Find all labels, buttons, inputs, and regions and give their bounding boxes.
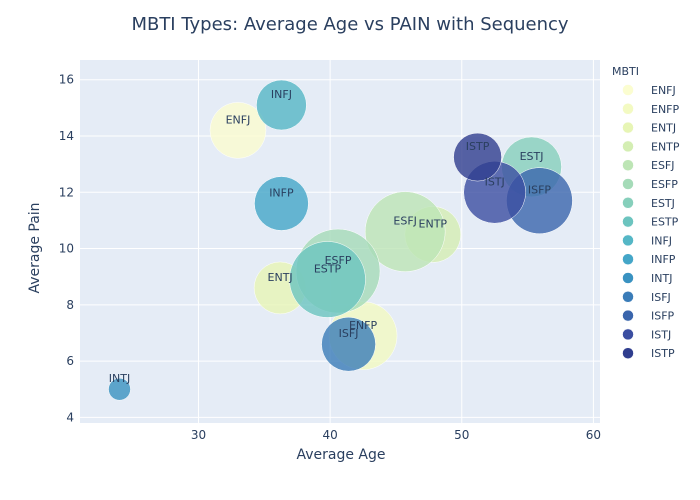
bubble-label-enfj: ENFJ (226, 113, 251, 126)
legend-item-entp[interactable]: ENTP (622, 140, 680, 153)
legend-label: ESFJ (651, 159, 675, 172)
legend-marker (622, 159, 634, 171)
y-tick-label: 16 (59, 73, 74, 87)
bubble-label-esfp: ESFP (325, 254, 352, 267)
y-tick-label: 14 (59, 129, 74, 143)
legend-marker (622, 234, 634, 247)
bubble-label-estj: ESTJ (520, 150, 544, 163)
bubble-label-infp: INFP (269, 187, 294, 200)
x-axis-title: Average Age (296, 447, 385, 463)
legend-marker (622, 84, 634, 96)
legend-item-esfj[interactable]: ESFJ (622, 159, 675, 172)
legend-label: ENTP (651, 140, 680, 153)
legend-label: INFP (651, 253, 676, 266)
legend-item-istp[interactable]: ISTP (622, 347, 675, 360)
legend-item-estj[interactable]: ESTJ (622, 197, 675, 210)
legend-label: ESTJ (651, 197, 675, 210)
bubble-label-intj: INTJ (109, 372, 130, 385)
legend-item-enfj[interactable]: ENFJ (622, 84, 676, 97)
bubble-label-entj: ENTJ (268, 271, 293, 284)
bubble-label-isfp: ISFP (528, 184, 552, 197)
legend-marker (622, 272, 634, 284)
legend-item-entj[interactable]: ENTJ (622, 121, 677, 135)
legend-title: MBTI (612, 65, 639, 78)
bubble-esfj[interactable] (364, 191, 446, 272)
y-axis-title: Average Pain (27, 202, 43, 293)
bubble-infp[interactable] (254, 176, 309, 231)
legend-marker (622, 309, 634, 322)
legend-label: ESTP (651, 216, 679, 229)
legend-label: INFJ (651, 234, 672, 247)
legend-item-esfp[interactable]: ESFP (622, 178, 679, 191)
y-tick-label: 4 (66, 410, 74, 424)
bubble-label-enfp: ENFP (349, 319, 378, 332)
legend-label: ESFP (651, 178, 678, 191)
legend-item-isfj[interactable]: ISFJ (622, 291, 671, 304)
legend-label: ISTJ (651, 328, 671, 341)
legend-item-intj[interactable]: INTJ (622, 272, 673, 285)
x-tick-label: 30 (191, 428, 206, 442)
legend-marker (622, 197, 634, 209)
legend-marker (622, 253, 634, 265)
bubble-estp[interactable] (289, 241, 366, 318)
bubble-infj[interactable] (256, 79, 307, 131)
legend-item-infp[interactable]: INFP (622, 253, 676, 266)
bubble-label-estp: ESTP (314, 262, 342, 275)
bubble-isfj[interactable] (321, 316, 376, 372)
legend-label: ISFP (651, 310, 675, 323)
legend-item-isfp[interactable]: ISFP (622, 309, 675, 323)
bubble-label-entp: ENTP (419, 217, 448, 230)
legend-label: INTJ (651, 272, 672, 285)
bubble-enfj[interactable] (209, 102, 267, 159)
y-tick-label: 8 (66, 298, 74, 312)
legend-item-enfp[interactable]: ENFP (622, 103, 680, 116)
x-tick-label: 50 (454, 428, 469, 442)
bubble-label-isfj: ISFJ (339, 327, 359, 340)
bubble-label-istp: ISTP (466, 140, 490, 153)
y-tick-label: 6 (66, 354, 74, 368)
bubble-label-istj: ISTJ (485, 175, 505, 188)
legend-marker (622, 103, 634, 115)
y-axis-ticks: 4 6 8 10 12 14 16 (59, 73, 74, 425)
legend-label: ISFJ (651, 291, 671, 304)
bubble-label-infj: INFJ (271, 88, 292, 101)
chart-title: MBTI Types: Average Age vs PAIN with Seq… (131, 14, 568, 35)
legend-marker (622, 328, 634, 341)
x-tick-label: 40 (322, 428, 337, 442)
legend: MBTI ENFJ ENFP ENTJ ENTP ESFJ ESFP ESTJ ESTP INF… (612, 65, 680, 360)
legend-label: ISTP (651, 347, 675, 360)
legend-marker (622, 347, 634, 359)
legend-marker (622, 178, 634, 190)
legend-label: ENFP (651, 103, 680, 116)
x-tick-label: 60 (586, 428, 601, 442)
legend-label: ENTJ (651, 122, 676, 135)
bubble-istp[interactable] (453, 132, 502, 182)
legend-label: ENFJ (651, 84, 676, 97)
legend-item-istj[interactable]: ISTJ (622, 328, 672, 341)
legend-marker (622, 121, 634, 134)
legend-marker (622, 140, 634, 153)
bubble-intj[interactable] (108, 377, 131, 401)
legend-marker (622, 215, 634, 228)
legend-item-infj[interactable]: INFJ (622, 234, 673, 247)
bubble-label-esfj: ESFJ (393, 215, 417, 228)
x-axis-ticks: 30 40 50 60 (191, 428, 601, 442)
y-tick-label: 12 (59, 185, 74, 199)
bubbles-layer (108, 79, 573, 401)
legend-item-estp[interactable]: ESTP (622, 215, 679, 229)
legend-marker (622, 291, 634, 303)
y-tick-label: 10 (59, 242, 74, 256)
